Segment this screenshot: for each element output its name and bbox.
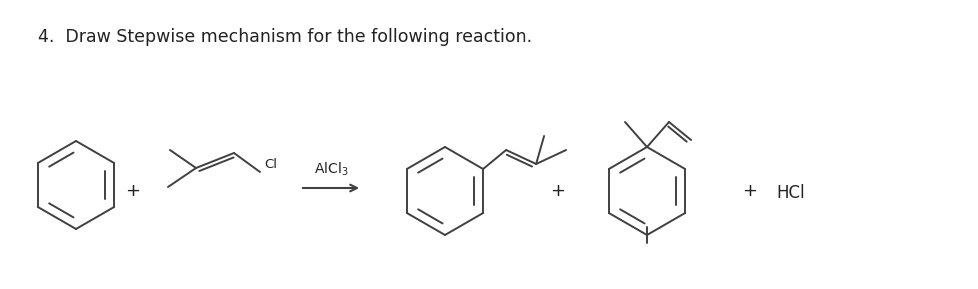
Text: HCl: HCl xyxy=(776,184,804,202)
Text: +: + xyxy=(125,182,141,200)
Text: +: + xyxy=(550,182,565,200)
Text: Cl: Cl xyxy=(264,158,277,171)
Text: 4.  Draw Stepwise mechanism for the following reaction.: 4. Draw Stepwise mechanism for the follo… xyxy=(38,28,532,46)
Text: +: + xyxy=(741,182,757,200)
Text: AlCl$_3$: AlCl$_3$ xyxy=(314,161,348,178)
